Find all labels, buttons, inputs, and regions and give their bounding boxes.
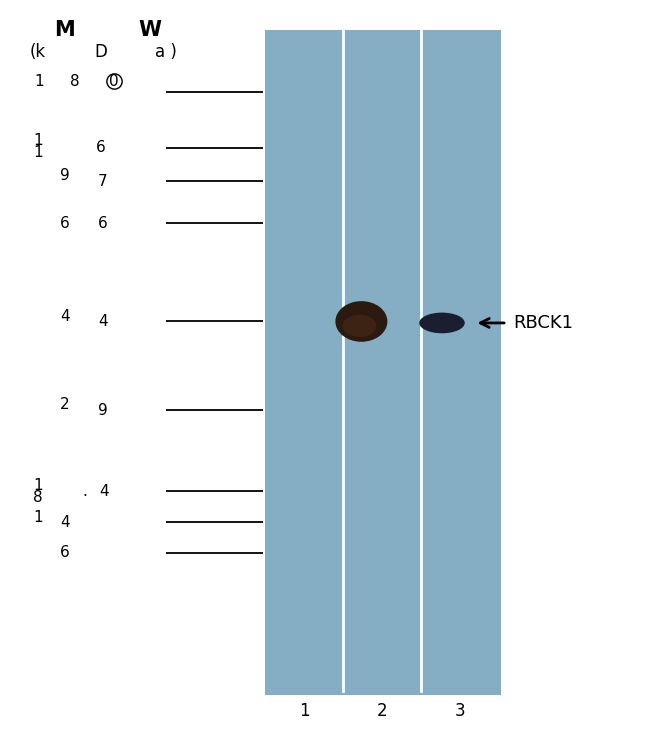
Text: 8: 8 [33,490,42,505]
Ellipse shape [343,315,376,337]
Text: (k: (k [30,43,46,61]
Text: 6: 6 [60,216,70,231]
Ellipse shape [419,313,465,333]
Text: 1: 1 [34,74,44,89]
Text: 1: 1 [33,146,42,160]
Text: 1: 1 [33,478,42,493]
Text: 2: 2 [377,702,387,720]
Text: 4: 4 [99,484,109,499]
Text: RBCK1: RBCK1 [514,314,573,332]
Bar [265,30,500,695]
Text: W: W [138,19,161,40]
Text: 1: 1 [33,510,42,525]
Text: 8: 8 [70,74,79,89]
Text: 6: 6 [96,140,105,155]
Text: D: D [94,43,107,61]
Text: 7: 7 [98,174,107,188]
Text: 4: 4 [98,314,107,329]
Text: 9: 9 [98,403,108,418]
Text: 2: 2 [60,398,70,412]
Text: 3: 3 [455,702,465,720]
Text: .: . [82,484,87,499]
Ellipse shape [335,302,387,341]
Text: M: M [55,19,75,40]
Text: 1: 1 [33,133,42,148]
Text: 6: 6 [60,545,70,560]
Text: 4: 4 [60,309,70,324]
Text: 1: 1 [299,702,309,720]
Text: 9: 9 [60,168,70,183]
Text: 0: 0 [109,74,118,89]
Text: 4: 4 [60,515,70,530]
Text: a ): a ) [155,43,177,61]
Text: 6: 6 [98,216,108,231]
